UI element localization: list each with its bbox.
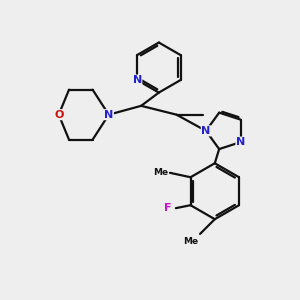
Text: Me: Me bbox=[153, 168, 169, 177]
Text: Me: Me bbox=[184, 237, 199, 246]
Text: N: N bbox=[201, 126, 211, 136]
Text: O: O bbox=[54, 110, 63, 120]
Text: N: N bbox=[133, 75, 142, 85]
Text: N: N bbox=[104, 110, 113, 120]
Text: F: F bbox=[164, 203, 171, 213]
Text: N: N bbox=[236, 137, 245, 147]
